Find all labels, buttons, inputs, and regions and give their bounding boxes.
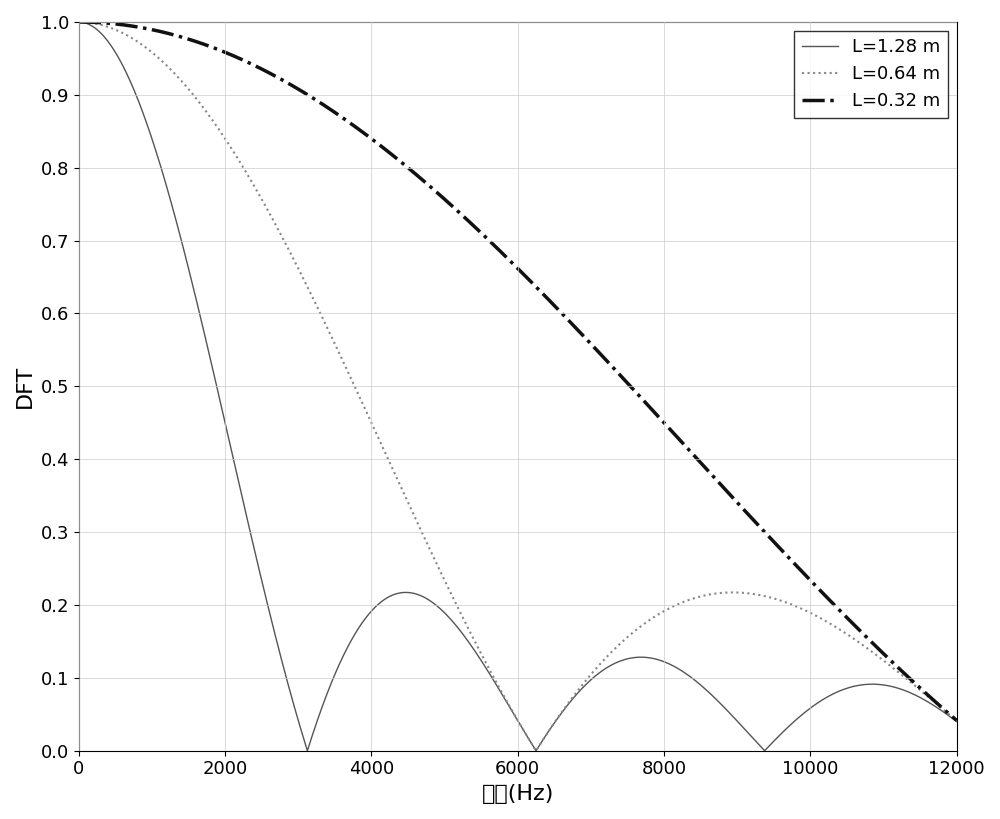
L=1.28 m	[431, 601, 443, 611]
L=0.64 m	[951, 716, 963, 726]
L=1.28 m	[951, 717, 963, 726]
L=0.64 m	[431, 559, 443, 569]
L=0.64 m	[402, 497, 414, 507]
L=0.64 m	[365, 418, 377, 428]
L=0.64 m	[93, 20, 105, 29]
L=0.32 m	[93, 18, 105, 28]
L=1.28 m	[402, 587, 414, 597]
Y-axis label: DFT: DFT	[15, 364, 35, 408]
L=0.32 m	[148, 25, 160, 35]
Line: L=1.28 m: L=1.28 m	[79, 22, 957, 751]
L=0.64 m	[530, 746, 542, 756]
L=0.32 m	[431, 188, 443, 197]
L=0.64 m	[73, 17, 85, 27]
L=0.64 m	[148, 49, 160, 59]
L=1.28 m	[291, 712, 303, 722]
L=1.28 m	[759, 746, 771, 756]
L=0.32 m	[951, 716, 963, 726]
X-axis label: 频率(Hz): 频率(Hz)	[482, 784, 554, 804]
L=1.28 m	[148, 139, 160, 149]
L=0.32 m	[73, 17, 85, 27]
L=0.64 m	[291, 261, 303, 271]
Line: L=0.64 m: L=0.64 m	[79, 22, 957, 751]
L=1.28 m	[365, 606, 377, 616]
L=0.32 m	[291, 84, 303, 93]
Line: L=0.32 m: L=0.32 m	[79, 22, 957, 721]
L=1.28 m	[93, 26, 105, 36]
L=1.28 m	[73, 17, 85, 27]
Legend: L=1.28 m, L=0.64 m, L=0.32 m: L=1.28 m, L=0.64 m, L=0.32 m	[794, 31, 948, 118]
L=0.32 m	[402, 163, 414, 173]
L=0.32 m	[365, 133, 377, 143]
